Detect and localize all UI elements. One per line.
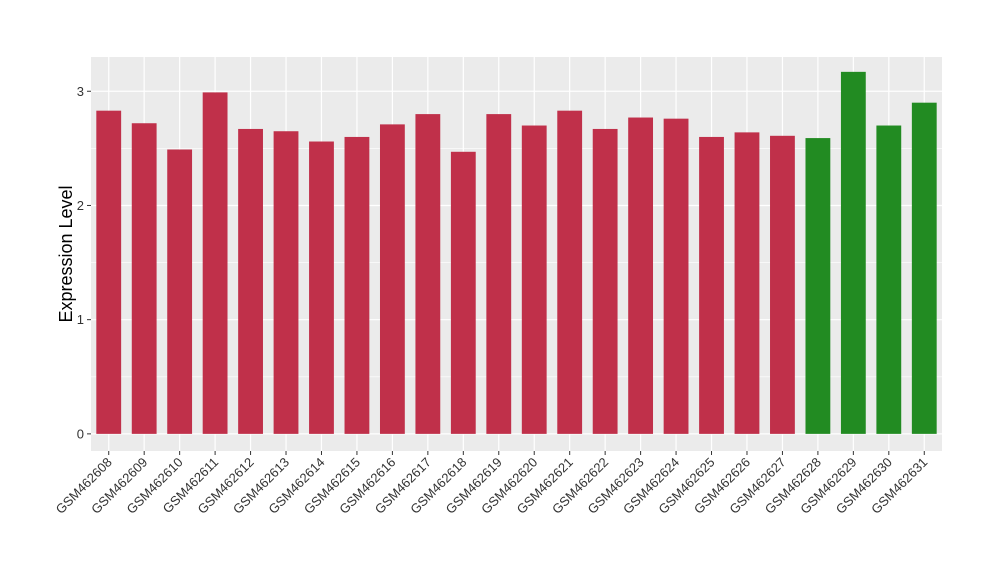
bar-gsm462609: [131, 123, 157, 434]
bar-gsm462608: [96, 110, 122, 434]
bar-gsm462622: [592, 128, 618, 434]
bar-gsm462623: [628, 117, 654, 434]
bar-gsm462630: [876, 125, 902, 434]
y-axis-title: Expression Level: [56, 185, 76, 322]
y-tick-label: 2: [77, 198, 84, 213]
bar-gsm462620: [521, 125, 547, 434]
bar-gsm462631: [911, 102, 937, 434]
plot-panel: [91, 57, 942, 451]
bar-gsm462626: [734, 132, 760, 434]
y-axis: 0 1 2 3: [77, 84, 91, 441]
bar-gsm462615: [344, 136, 370, 434]
bar-gsm462628: [805, 138, 831, 434]
y-tick-label: 0: [77, 426, 84, 441]
bar-gsm462619: [486, 114, 512, 434]
bar-gsm462613: [273, 131, 299, 434]
bars: [96, 71, 937, 434]
bar-gsm462627: [770, 135, 795, 434]
bar-gsm462610: [167, 149, 193, 434]
bar-gsm462614: [309, 141, 334, 434]
bar-gsm462625: [699, 136, 724, 434]
plot-background: [91, 57, 942, 451]
y-tick-label: 1: [77, 312, 84, 327]
bar-gsm462616: [379, 124, 405, 434]
bar-gsm462618: [450, 151, 476, 434]
bar-gsm462617: [415, 114, 441, 434]
bar-gsm462629: [840, 71, 866, 434]
x-axis: GSM462608GSM462609GSM462610GSM462611GSM4…: [53, 451, 930, 517]
y-tick-label: 3: [77, 84, 84, 99]
bar-gsm462611: [202, 92, 228, 434]
bar-gsm462624: [663, 118, 689, 434]
bar-gsm462612: [238, 128, 263, 434]
bar-gsm462621: [557, 110, 583, 434]
